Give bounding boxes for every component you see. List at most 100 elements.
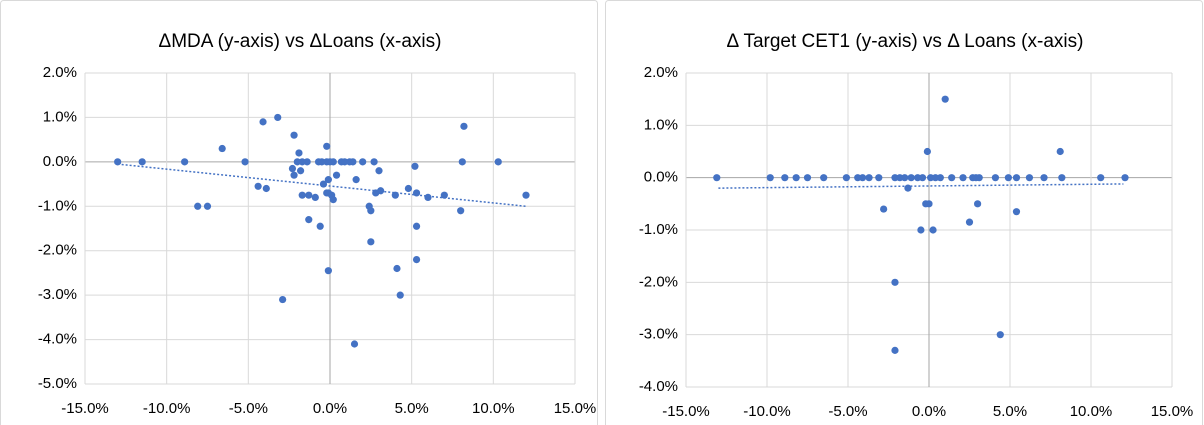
scatter-point — [1121, 174, 1129, 182]
scatter-point — [350, 340, 359, 348]
chart-panel — [605, 0, 1203, 425]
y-tick-label: -1.0% — [38, 197, 77, 214]
scatter-point — [460, 122, 468, 130]
scatter-point — [820, 174, 828, 182]
scatter-point — [329, 158, 337, 166]
scatter-point — [412, 222, 421, 230]
y-tick-label: -4.0% — [38, 331, 77, 348]
scatter-point — [295, 149, 303, 157]
scatter-point — [880, 205, 888, 213]
scatter-point — [254, 182, 262, 190]
x-tick-label: -10.0% — [143, 400, 191, 417]
scatter-point — [412, 256, 421, 264]
scatter-point — [259, 118, 267, 126]
scatter-point — [274, 113, 282, 122]
scatter-point — [290, 171, 298, 179]
y-tick-label: -2.0% — [38, 242, 77, 259]
scatter-point — [907, 174, 915, 182]
scatter-point — [311, 193, 319, 201]
y-tick-label: 0.0% — [43, 153, 77, 170]
scatter-point — [457, 207, 465, 215]
scatter-point — [991, 174, 1000, 182]
scatter-point — [941, 95, 949, 103]
scatter-point — [424, 193, 432, 201]
scatter-point — [781, 174, 789, 182]
scatter-point — [303, 158, 311, 166]
scatter-point — [917, 226, 925, 234]
scatter-point — [367, 207, 375, 215]
scatter-point — [959, 174, 967, 182]
x-tick-label: 0.0% — [313, 400, 347, 417]
scatter-point — [297, 167, 305, 175]
scatter-point — [349, 158, 357, 166]
x-tick-label: 5.0% — [993, 403, 1027, 420]
scatter-point — [904, 184, 912, 192]
scatter-point — [138, 158, 146, 166]
scatter-point — [975, 174, 983, 182]
scatter-point — [713, 174, 721, 182]
scatter-point — [324, 267, 332, 275]
scatter-point — [305, 191, 313, 199]
scatter-point — [324, 176, 332, 184]
y-tick-label: 1.0% — [43, 108, 77, 125]
scatter-point — [996, 331, 1004, 339]
scatter-point — [1004, 174, 1012, 182]
x-tick-label: -5.0% — [828, 403, 867, 420]
scatter-point — [404, 184, 412, 193]
y-tick-label: 0.0% — [644, 169, 678, 186]
x-tick-label: -10.0% — [743, 403, 791, 420]
scatter-point — [181, 158, 189, 166]
trendline — [718, 183, 1124, 189]
scatter-point — [875, 174, 883, 182]
scatter-point — [370, 158, 378, 166]
scatter-point — [522, 191, 530, 199]
y-tick-label: 1.0% — [644, 116, 678, 133]
scatter-point — [948, 174, 956, 182]
scatter-point — [1012, 208, 1021, 216]
scatter-point — [396, 291, 404, 299]
x-tick-label: -15.0% — [662, 403, 710, 420]
scatter-point — [241, 158, 249, 166]
scatter-point — [494, 158, 502, 166]
scatter-point — [375, 167, 383, 175]
scatter-point — [288, 164, 297, 173]
chart-title: ΔMDA (y-axis) vs ΔLoans (x-axis) — [159, 31, 442, 52]
scatter-point — [367, 238, 375, 246]
scatter-point — [332, 171, 341, 179]
y-tick-label: -3.0% — [639, 326, 678, 343]
scatter-point — [1040, 174, 1048, 182]
scatter-point — [936, 174, 944, 182]
y-tick-label: -4.0% — [639, 378, 678, 395]
trendline — [117, 163, 527, 208]
scatter-point — [298, 191, 306, 199]
scatter-point — [1012, 174, 1021, 182]
x-tick-label: 10.0% — [472, 400, 515, 417]
scatter-point — [1097, 174, 1105, 182]
scatter-point — [458, 158, 466, 166]
y-tick-label: 2.0% — [43, 64, 77, 81]
scatter-point — [393, 264, 401, 273]
scatter-point — [858, 174, 867, 182]
scatter-point — [359, 158, 367, 166]
scatter-point — [842, 174, 850, 182]
y-tick-label: -5.0% — [38, 375, 77, 392]
scatter-point — [203, 202, 212, 210]
scatter-point — [194, 202, 202, 210]
scatter-point — [262, 184, 270, 193]
x-tick-label: 15.0% — [554, 400, 597, 417]
scatter-point — [766, 174, 774, 182]
scatter-point — [891, 278, 899, 286]
scatter-point — [929, 226, 937, 234]
x-tick-label: -5.0% — [229, 400, 268, 417]
x-tick-label: 15.0% — [1151, 403, 1194, 420]
chart-panel — [0, 0, 598, 425]
scatter-point — [1025, 174, 1034, 182]
scatter-point — [305, 216, 313, 224]
y-tick-label: -3.0% — [38, 286, 77, 303]
x-tick-label: 10.0% — [1070, 403, 1113, 420]
scatter-point — [1058, 174, 1066, 182]
scatter-point — [1056, 147, 1064, 156]
x-tick-label: -15.0% — [61, 400, 109, 417]
scatter-point — [218, 144, 226, 153]
